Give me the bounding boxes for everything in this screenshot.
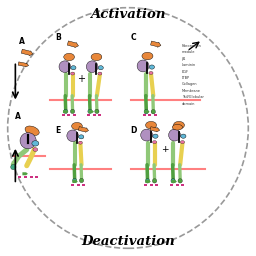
FancyArrow shape [172,180,177,183]
Bar [62,114,65,116]
Text: Membrane: Membrane [182,89,201,93]
Bar [176,184,179,186]
Ellipse shape [72,122,82,130]
Ellipse shape [78,141,82,144]
Ellipse shape [180,141,185,144]
Text: D: D [131,126,137,135]
Bar [77,184,80,186]
Text: C: C [131,33,136,42]
Ellipse shape [172,124,183,130]
Text: Tail/Globular: Tail/Globular [182,95,204,99]
FancyArrow shape [151,41,161,47]
Text: E: E [55,126,60,135]
Circle shape [145,179,150,183]
Ellipse shape [71,66,76,70]
Text: +: + [161,145,168,154]
Text: B: B [55,33,61,42]
FancyArrow shape [144,110,150,113]
FancyArrow shape [72,180,78,183]
FancyArrow shape [21,49,33,56]
Ellipse shape [181,134,186,138]
Ellipse shape [145,121,156,129]
Bar [144,184,147,186]
Circle shape [169,129,180,141]
Circle shape [152,179,157,183]
Bar [82,184,85,186]
FancyArrow shape [78,127,89,132]
Bar [88,114,90,116]
Ellipse shape [98,66,103,70]
Circle shape [95,109,99,114]
Bar [170,184,173,186]
Bar [71,184,74,186]
Circle shape [171,179,175,183]
Circle shape [88,109,92,114]
Ellipse shape [153,134,158,138]
Ellipse shape [174,121,185,129]
Text: Fibronectin: Fibronectin [182,44,201,48]
Ellipse shape [64,53,74,61]
FancyArrow shape [145,180,151,183]
Bar [18,176,22,178]
Circle shape [79,178,84,183]
Text: Deactivation: Deactivation [81,235,175,248]
FancyArrow shape [150,127,160,132]
Circle shape [151,110,155,114]
Bar [73,114,76,116]
Circle shape [11,164,16,170]
Ellipse shape [33,148,38,152]
Circle shape [178,179,182,183]
Ellipse shape [142,52,153,60]
Bar [24,176,27,178]
Ellipse shape [149,71,153,74]
Ellipse shape [79,135,84,139]
Text: domain: domain [182,102,195,106]
Ellipse shape [153,141,157,144]
Text: Activation: Activation [90,8,166,20]
Bar [143,114,146,116]
Text: EGF: EGF [182,70,189,74]
Ellipse shape [91,53,102,61]
Bar [155,184,158,186]
Text: A: A [19,37,25,46]
Text: +: + [77,74,86,84]
Text: β1: β1 [182,57,186,61]
Text: LTBP: LTBP [182,76,190,80]
Bar [148,114,151,116]
Ellipse shape [32,141,39,146]
Bar [67,114,70,116]
FancyArrow shape [23,172,28,175]
Circle shape [86,61,98,72]
Circle shape [59,61,71,72]
Circle shape [70,109,75,114]
Bar [98,114,101,116]
FancyArrow shape [67,41,79,48]
Bar [29,176,33,178]
Circle shape [141,129,153,141]
FancyArrow shape [18,62,29,67]
Bar [181,184,184,186]
Text: Laminin: Laminin [182,63,196,67]
Circle shape [8,8,248,248]
Bar [35,176,38,178]
Bar [150,184,153,186]
Bar [154,114,157,116]
FancyArrow shape [89,110,94,113]
FancyArrow shape [63,110,68,113]
Ellipse shape [98,72,102,75]
Circle shape [137,60,149,72]
Bar [93,114,96,116]
Ellipse shape [25,126,39,135]
Text: Collagen: Collagen [182,82,197,87]
Circle shape [144,110,148,114]
Circle shape [72,178,77,183]
Circle shape [20,133,36,149]
Circle shape [67,130,78,142]
Ellipse shape [149,65,154,69]
Text: module: module [182,50,195,55]
Text: A: A [15,112,21,121]
Ellipse shape [70,72,74,75]
Circle shape [63,109,68,114]
